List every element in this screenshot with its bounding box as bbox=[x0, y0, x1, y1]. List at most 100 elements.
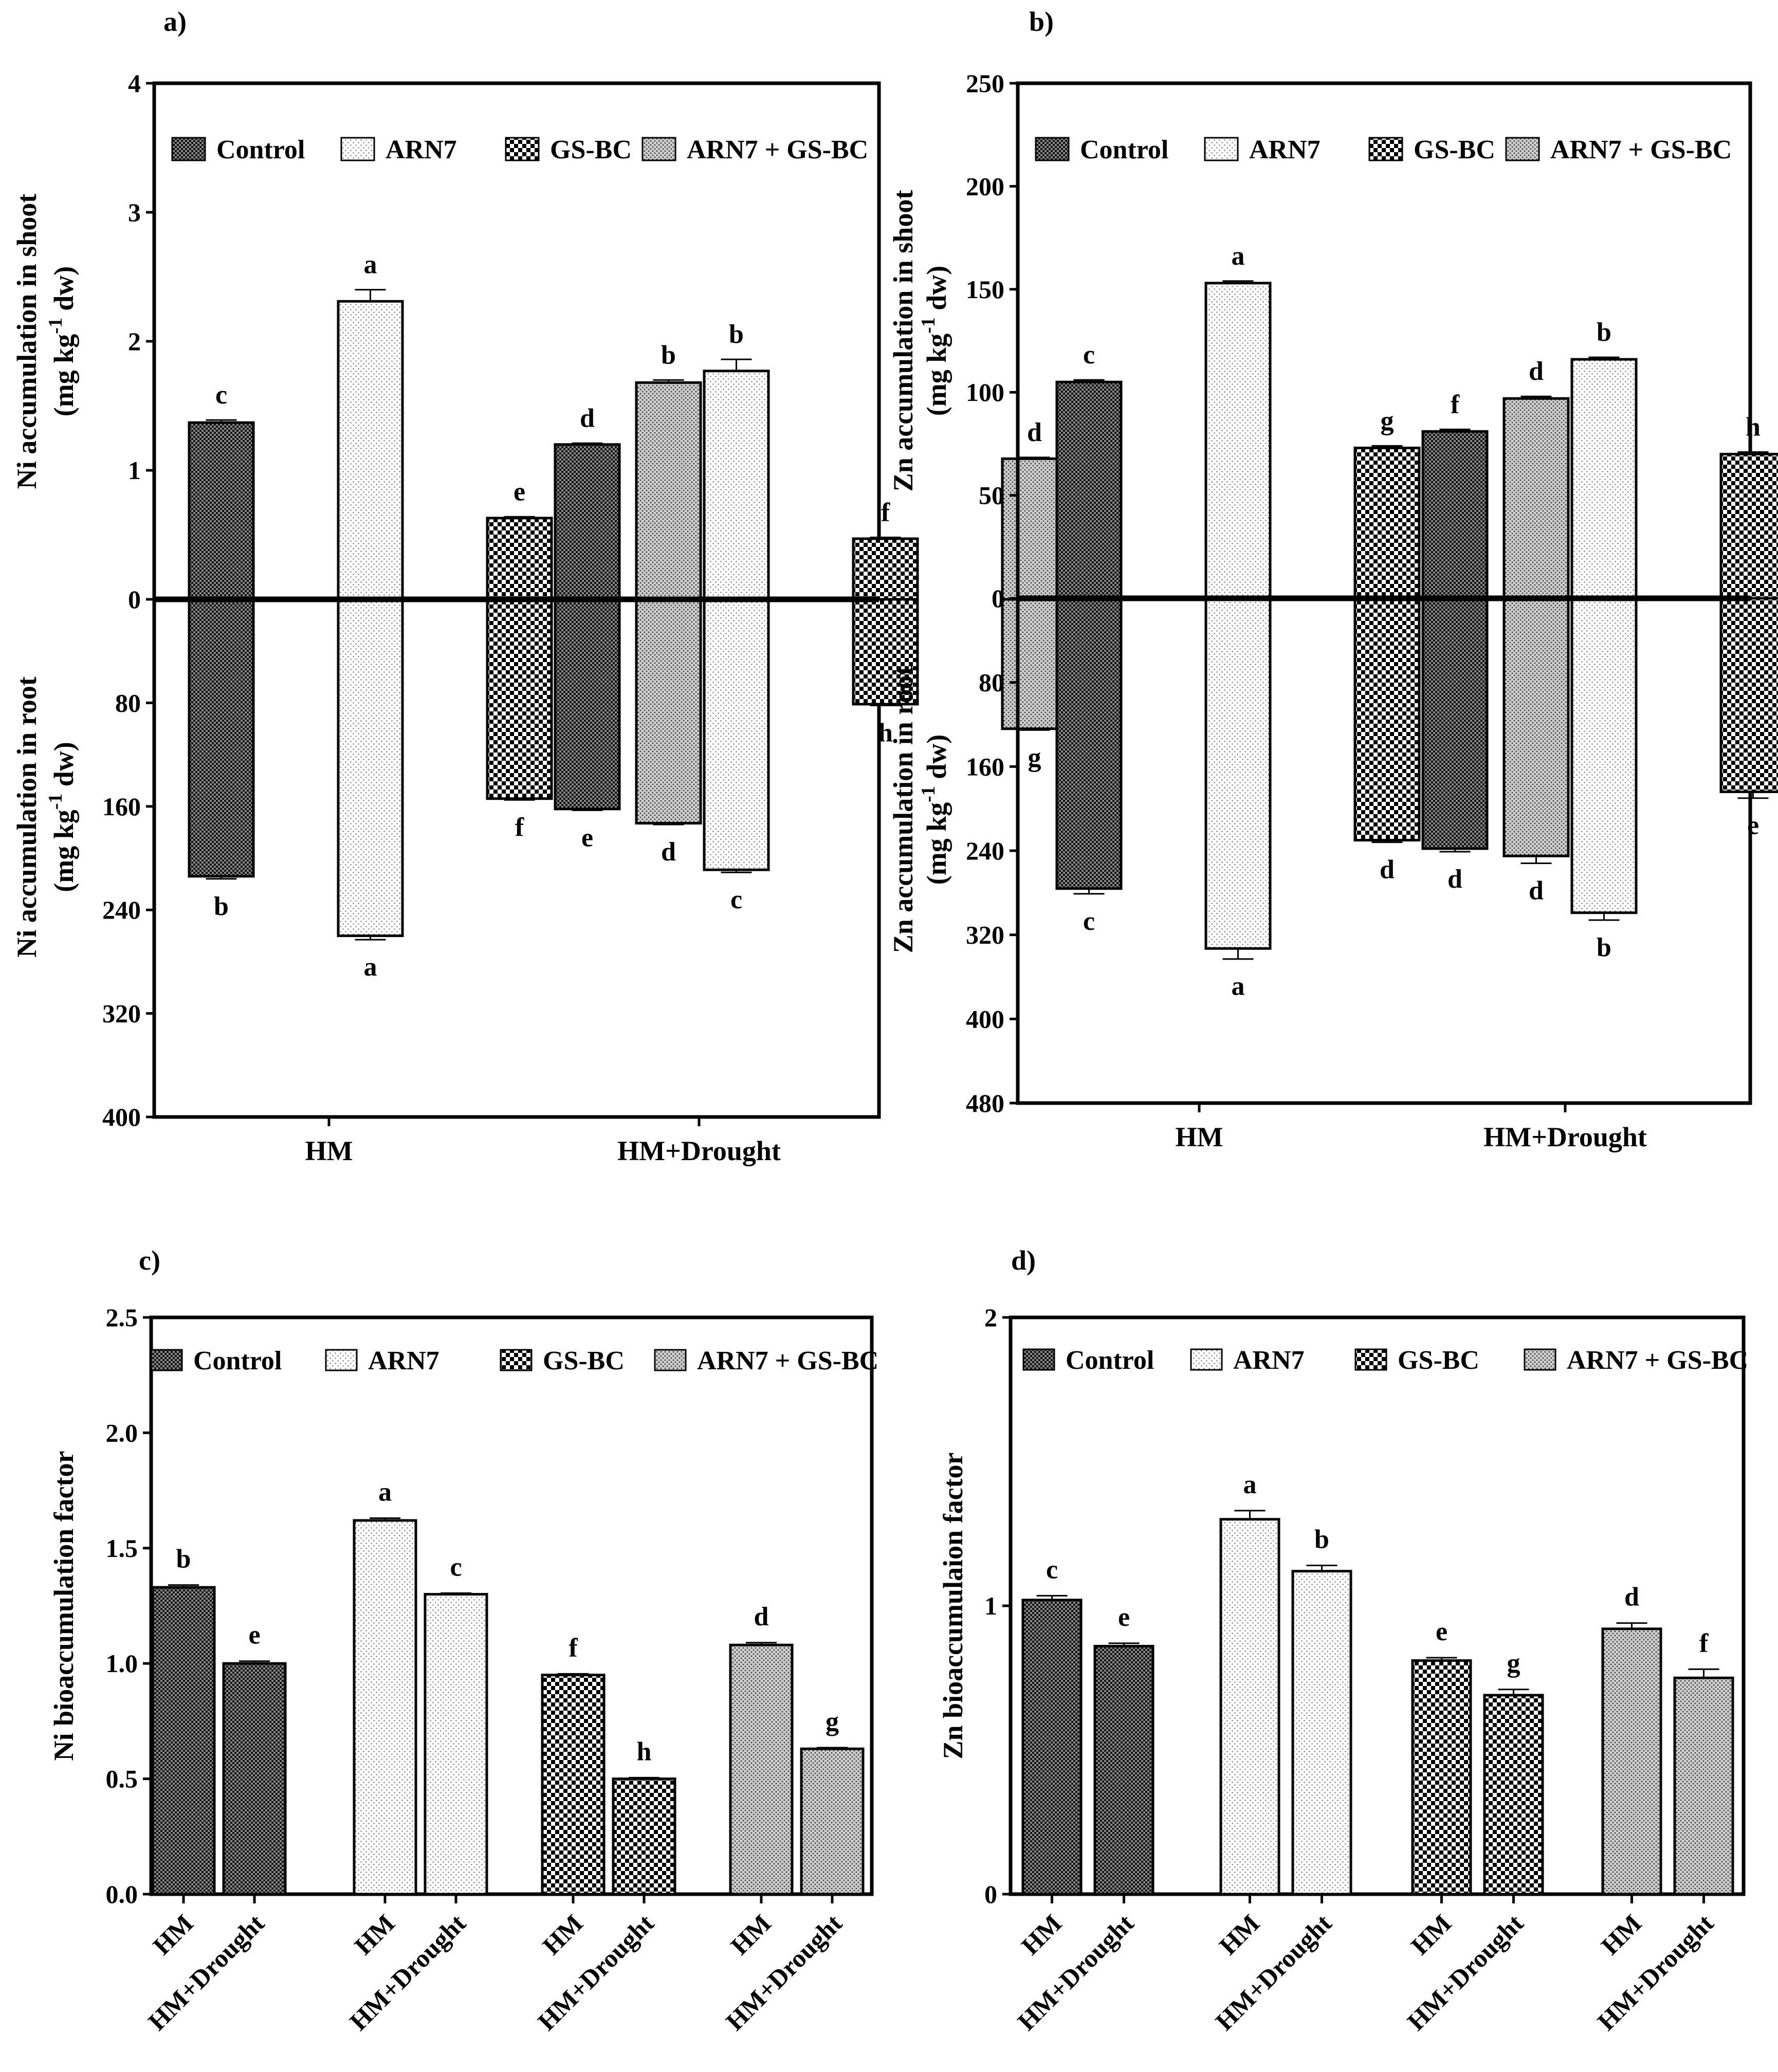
sig-letter-shoot: d bbox=[580, 404, 595, 433]
bar-root-gs-bc bbox=[852, 598, 919, 706]
y-tick-label: 1.5 bbox=[106, 1534, 138, 1563]
y-tick-label-bottom: 480 bbox=[966, 1089, 1004, 1117]
sig-letter-shoot: f bbox=[1451, 390, 1460, 419]
bar-root-gs-bc bbox=[1353, 597, 1421, 842]
x-tick-label-hm: HM bbox=[1214, 1909, 1265, 1960]
x-tick-label-hm: HM bbox=[1596, 1909, 1647, 1960]
bar-root-gs-bc bbox=[1719, 597, 1778, 793]
sig-letter-shoot: c bbox=[215, 380, 227, 410]
y-axis-label-shoot: Ni accumulation in shoot bbox=[11, 194, 42, 489]
sig-letter: d bbox=[754, 1602, 769, 1631]
sig-letter-shoot: e bbox=[514, 477, 525, 506]
y-tick-label-bottom: 320 bbox=[966, 921, 1004, 949]
sig-letter: g bbox=[1507, 1649, 1520, 1678]
legend-label-arn7-gs-bc: ARN7 + GS-BC bbox=[697, 1346, 878, 1376]
legend-swatch-control bbox=[1035, 137, 1070, 161]
legend-label-control: Control bbox=[193, 1346, 282, 1376]
y-tick-label: 2.0 bbox=[106, 1418, 138, 1447]
bar-shoot-control bbox=[1055, 380, 1123, 600]
sig-letter-shoot: b bbox=[661, 340, 676, 370]
sig-letter: e bbox=[248, 1621, 260, 1650]
bar-root-arn7 bbox=[337, 598, 404, 938]
sig-letter-shoot: h bbox=[1746, 412, 1761, 442]
bar-arn7-hm-drought bbox=[1291, 1570, 1352, 1896]
sig-letter-root: a bbox=[1232, 972, 1245, 1001]
x-tick-label-hm: HM bbox=[1176, 1122, 1223, 1152]
bar-shoot-arn7-gs-bc bbox=[1502, 397, 1570, 600]
y-axis-unit-root: (mg kg-1 dw) bbox=[918, 735, 952, 885]
bar-shoot-gs-bc bbox=[852, 537, 919, 601]
y-tick-label-top: 250 bbox=[966, 69, 1004, 98]
y-axis-label: Zn bioaccumulaion factor bbox=[938, 1452, 968, 1759]
sig-letter: e bbox=[1436, 1617, 1447, 1646]
legend-swatch-arn7-gs-bc bbox=[1524, 1348, 1556, 1371]
sig-letter: c bbox=[450, 1552, 462, 1582]
bar-shoot-control bbox=[188, 421, 255, 601]
bar-root-arn7 bbox=[1204, 597, 1272, 950]
y-tick-label-top: 150 bbox=[966, 275, 1004, 304]
y-tick-label-bottom: 160 bbox=[102, 792, 141, 821]
panel-b-chart: b) 0 50 100 150 200 250 80 160 240 320 400 480 Zn acc… bbox=[888, 6, 1778, 1152]
sig-letter-root: c bbox=[1083, 907, 1095, 936]
legend-swatch-arn7 bbox=[1204, 137, 1239, 161]
panel-label: a) bbox=[163, 6, 187, 37]
y-tick-label: 0.5 bbox=[106, 1765, 138, 1793]
bar-shoot-gs-bc bbox=[1719, 452, 1778, 600]
sig-letter-shoot: a bbox=[364, 250, 377, 280]
sig-letter-root: f bbox=[515, 813, 524, 842]
y-tick-label-top: 50 bbox=[979, 481, 1004, 510]
bar-shoot-control bbox=[1421, 430, 1489, 600]
y-tick-label-bottom: 80 bbox=[115, 688, 141, 717]
bar-arn7-hm bbox=[1219, 1518, 1280, 1896]
y-tick-label-top: 1 bbox=[128, 456, 141, 485]
sig-letter: g bbox=[826, 1707, 839, 1736]
sig-letter-root: e bbox=[581, 823, 593, 852]
y-tick-label-bottom: 240 bbox=[966, 836, 1004, 865]
x-tick-label-hm: HM bbox=[1016, 1909, 1067, 1960]
y-axis-unit-root: (mg kg-1 dw) bbox=[45, 742, 79, 892]
sig-letter-shoot: b bbox=[1597, 318, 1611, 347]
y-tick-label: 2 bbox=[984, 1303, 997, 1332]
bar-root-control bbox=[1055, 597, 1123, 890]
y-tick-label-top: 0 bbox=[992, 584, 1004, 613]
x-tick-label-hm: HM bbox=[147, 1909, 198, 1960]
bar-root-arn7 bbox=[703, 598, 770, 871]
sig-letter-root: b bbox=[1597, 933, 1611, 962]
bar-gs-bc-hm-drought bbox=[612, 1777, 676, 1896]
bar-arn7-hm bbox=[353, 1519, 417, 1896]
bar-shoot-arn7 bbox=[703, 370, 770, 601]
bar-shoot-gs-bc bbox=[486, 517, 553, 601]
x-tick-label-hm: HM bbox=[537, 1909, 588, 1960]
sig-letter-root: d bbox=[1529, 876, 1544, 906]
legend-label-arn7: ARN7 bbox=[368, 1346, 439, 1376]
y-tick-label-bottom: 400 bbox=[102, 1103, 141, 1131]
y-tick-label-top: 2 bbox=[128, 327, 141, 356]
sig-letter-root: a bbox=[364, 952, 377, 982]
sig-letter-shoot: b bbox=[729, 320, 744, 349]
sig-letter: h bbox=[637, 1737, 652, 1766]
legend-swatch-gs-bc bbox=[505, 137, 540, 161]
y-tick-label-bottom: 400 bbox=[966, 1004, 1004, 1033]
legend-swatch-gs-bc bbox=[500, 1349, 533, 1371]
legend-swatch-gs-bc bbox=[1354, 1348, 1387, 1371]
legend-label-arn7: ARN7 bbox=[1249, 135, 1321, 164]
sig-letter-root: d bbox=[1447, 865, 1462, 894]
legend-label-gs-bc: GS-BC bbox=[550, 135, 632, 164]
y-tick-label: 0 bbox=[984, 1880, 997, 1909]
sig-letter-shoot: a bbox=[1232, 242, 1245, 271]
legend-label-control: Control bbox=[1080, 135, 1168, 164]
legend-label-gs-bc: GS-BC bbox=[1398, 1346, 1479, 1375]
y-tick-label-top: 4 bbox=[128, 69, 141, 98]
bar-root-arn7-gs-bc bbox=[1502, 597, 1570, 857]
sig-letter-root: e bbox=[1747, 811, 1759, 840]
bar-root-arn7-gs-bc bbox=[635, 598, 702, 825]
bar-arn7-gs-bc-hm-drought bbox=[800, 1747, 865, 1896]
bar-gs-bc-hm-drought bbox=[1483, 1694, 1544, 1896]
sig-letter: c bbox=[1046, 1555, 1058, 1584]
legend-swatch-gs-bc bbox=[1368, 137, 1403, 161]
bar-gs-bc-hm bbox=[541, 1674, 606, 1896]
plot-frame bbox=[149, 1315, 874, 1896]
